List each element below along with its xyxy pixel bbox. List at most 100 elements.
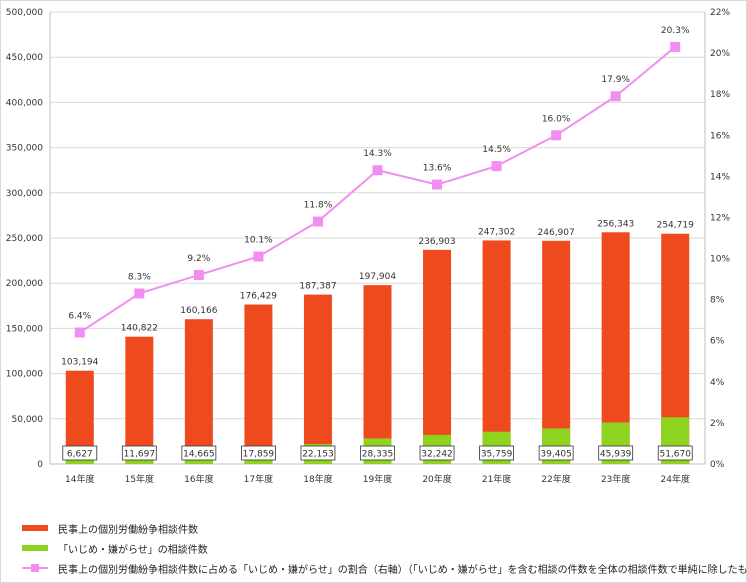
bar-bullying-label: 35,759 [481,450,513,460]
category-label: 20年度 [422,473,451,485]
ratio-marker [372,165,383,176]
bar-bullying-label: 14,665 [183,450,215,460]
bar-bullying-label-box [657,445,693,461]
ratio-marker [551,130,562,141]
ratio-label: 14.5% [482,145,511,155]
bar-total-label: 254,719 [657,221,694,231]
left-tick-label: 350,000 [6,144,43,154]
ratio-marker [610,91,621,102]
bar-total [184,319,213,464]
right-tick-label: 4% [710,378,725,388]
bar-total [303,294,332,464]
bar-bullying-label: 22,153 [302,450,334,460]
bar-total-label: 246,907 [538,228,575,238]
bar-bullying-label: 32,242 [421,450,453,460]
ratio-marker [432,179,443,190]
bar-bullying-label-box [538,445,574,461]
category-label: 15年度 [125,473,154,485]
bar-bullying-label-box [181,445,217,461]
ratio-label: 14.3% [363,149,392,159]
left-tick-label: 0 [37,460,43,470]
bar-bullying-label: 39,405 [540,450,572,460]
left-tick-label: 400,000 [6,98,43,108]
bar-total-label: 187,387 [299,282,336,292]
left-tick-label: 500,000 [6,8,43,18]
ratio-label: 6.4% [68,312,91,322]
ratio-marker [253,251,264,262]
bar-total-label: 176,429 [240,292,277,302]
bar-bullying-label: 51,670 [659,450,691,460]
legend-swatch-bullying [22,545,48,551]
bar-bullying-label-box [121,445,157,461]
right-tick-label: 12% [710,213,730,223]
ratio-marker [193,269,204,280]
ratio-marker [312,216,323,227]
bar-bullying-label: 45,939 [600,450,632,460]
right-tick-label: 20% [710,49,730,59]
ratio-label: 9.2% [187,254,210,264]
left-tick-label: 300,000 [6,189,43,199]
ratio-label: 11.8% [304,201,333,211]
category-label: 16年度 [184,473,213,485]
right-tick-label: 2% [710,419,725,429]
bar-total-label: 160,166 [180,306,217,316]
right-tick-label: 6% [710,337,725,347]
legend-item-total: 民事上の個別労働紛争相談件数 [22,520,198,536]
bar-bullying-label-box [300,445,336,461]
ratio-label: 16.0% [542,114,571,124]
right-tick-label: 22% [710,8,730,18]
bar-total [482,240,511,464]
ratio-marker [74,327,85,338]
legend: 民事上の個別労働紛争相談件数 「いじめ・嫌がらせ」の相談件数 民事上の個別労働紛… [22,520,747,576]
legend-label-total: 民事上の個別労働紛争相談件数 [58,524,198,536]
bar-total [423,249,452,464]
bar-total [244,304,273,464]
ratio-label: 17.9% [601,75,630,85]
bar-bullying-label-box [598,445,634,461]
bar-total-label: 103,194 [61,358,98,368]
bar-bullying-label-box [360,445,395,461]
left-tick-label: 250,000 [6,234,43,244]
left-tick-label: 450,000 [6,53,43,63]
bar-total [363,285,392,464]
legend-label-bullying: 「いじめ・嫌がらせ」の相談件数 [58,544,208,556]
bar-bullying-label-box [241,445,276,461]
right-tick-label: 18% [710,90,730,100]
bar-bullying-label: 17,859 [243,450,275,460]
legend-item-bullying: 「いじめ・嫌がらせ」の相談件数 [22,540,208,556]
ratio-label: 20.3% [661,26,690,36]
ratio-marker [670,41,681,52]
bar-total-label: 140,822 [121,324,158,334]
legend-swatch-total [22,525,48,531]
left-tick-label: 200,000 [6,279,43,289]
bar-bullying [65,458,94,464]
ratio-label: 8.3% [128,272,151,282]
ratio-label: 13.6% [423,164,452,174]
combo-chart: 0 50,000 100,000 150,000 200,000 250,000 300,0… [6,8,731,485]
left-tick-label: 50,000 [12,415,44,425]
bar-total-label: 247,302 [478,227,515,237]
category-label: 24年度 [661,473,690,485]
bar-bullying-label-box [62,445,98,461]
legend-swatch-ratio [22,564,48,572]
category-label: 17年度 [244,473,273,485]
legend-label-ratio: 民事上の個別労働紛争相談件数に占める「いじめ・嫌がらせ」の割合（右軸）（「いじめ… [58,564,747,576]
left-tick-label: 150,000 [6,324,43,334]
right-tick-label: 16% [710,131,730,141]
bar-total [542,240,571,464]
right-tick-label: 10% [710,255,730,265]
bar-bullying-label-box [419,445,455,461]
ratio-marker [134,288,145,299]
bar-bullying-label: 6,627 [67,450,93,460]
right-tick-label: 14% [710,172,730,182]
category-label: 22年度 [541,473,570,485]
ratio-marker [491,161,502,172]
bar-total-label: 256,343 [597,219,634,229]
right-tick-label: 8% [710,296,725,306]
ratio-label: 10.1% [244,235,273,245]
bar-bullying-label: 11,697 [124,450,156,460]
left-tick-label: 100,000 [6,370,43,380]
legend-item-ratio: 民事上の個別労働紛争相談件数に占める「いじめ・嫌がらせ」の割合（右軸）（「いじめ… [22,560,747,576]
category-label: 21年度 [482,473,511,485]
bar-total-label: 236,903 [418,237,455,247]
